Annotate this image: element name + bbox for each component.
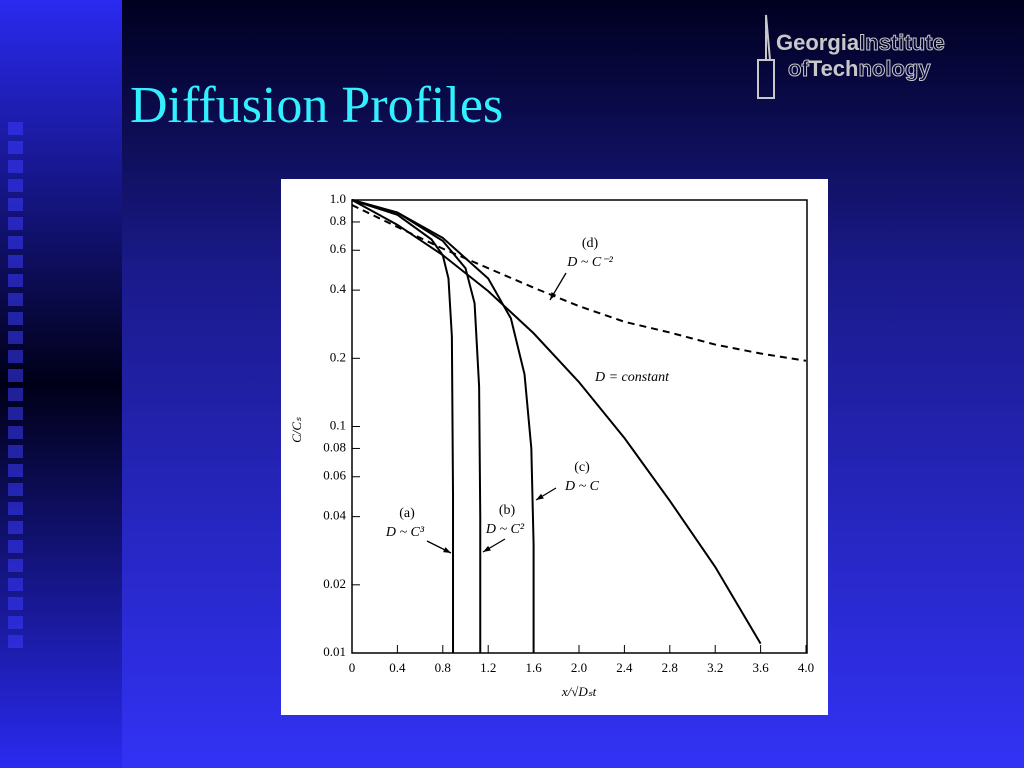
y-tick-label: 0.08	[323, 439, 346, 454]
decoration-square	[8, 616, 23, 629]
y-axis-label: C/Cₛ	[289, 417, 304, 443]
annotation-text: D ~ C	[564, 479, 600, 494]
decoration-square	[8, 350, 23, 363]
logo-tower	[757, 14, 775, 99]
decoration-square	[8, 597, 23, 610]
decoration-square	[8, 198, 23, 211]
x-tick-label: 2.4	[616, 660, 633, 675]
chart-panel	[281, 179, 828, 715]
decoration-square	[8, 426, 23, 439]
x-tick-label: 1.6	[525, 660, 542, 675]
logo-word: of	[788, 56, 809, 81]
decoration-square	[8, 540, 23, 553]
y-tick-label: 0.6	[330, 241, 347, 256]
decoration-square	[8, 502, 23, 515]
decoration-square	[8, 217, 23, 230]
decoration-square	[8, 635, 23, 648]
decoration-square	[8, 483, 23, 496]
chart: 1.0 0.8 0.6 0.4 0.2 0.1 0.08 0.06 0.04 0.02 0.010 0…	[289, 191, 814, 699]
y-tick-label: 0.1	[330, 417, 346, 432]
y-tick-label: 1.0	[330, 191, 346, 206]
decoration-square	[8, 445, 23, 458]
arrow-head	[550, 292, 557, 300]
y-tick-label: 0.06	[323, 468, 346, 483]
decoration-square	[8, 179, 23, 192]
decoration-square	[8, 388, 23, 401]
decoration-square	[8, 521, 23, 534]
y-tick-label: 0.02	[323, 576, 346, 591]
decoration-square	[8, 141, 23, 154]
annotation-text: D ~ C³	[385, 525, 425, 540]
decoration-square	[8, 312, 23, 325]
decoration-square	[8, 578, 23, 591]
annotation-label: (d)	[582, 236, 599, 251]
decoration-square	[8, 331, 23, 344]
y-tick-label: 0.04	[323, 508, 346, 523]
logo: GeorgiaInstitute ofTechnology	[757, 14, 945, 99]
data-line	[351, 199, 762, 645]
logo-word: Institute	[859, 30, 945, 55]
annotation-label: (a)	[399, 506, 415, 521]
logo-word: Georgia	[776, 30, 860, 55]
annotation-text: D = constant	[594, 370, 670, 385]
x-axis-label: x/√Dₛt	[561, 684, 597, 699]
annotation-label: (c)	[574, 460, 590, 475]
decoration-square	[8, 122, 23, 135]
x-tick-label: 3.6	[752, 660, 769, 675]
logo-text: ofTechnology	[788, 56, 931, 81]
y-tick-label: 0.8	[330, 213, 346, 228]
annotation-label: (b)	[499, 503, 516, 518]
data-line	[351, 199, 455, 653]
logo-text: GeorgiaInstitute	[776, 30, 945, 55]
logo-word: nology	[858, 56, 931, 81]
side-strip	[0, 0, 122, 768]
x-tick-label: 4.0	[798, 660, 814, 675]
y-tick-label: 0.4	[330, 281, 347, 296]
data-line	[351, 199, 535, 653]
decoration-square	[8, 160, 23, 173]
decoration-square	[8, 236, 23, 249]
arrow-head	[483, 545, 491, 552]
slide-title: Diffusion Profiles	[130, 77, 503, 134]
decoration-square	[8, 464, 23, 477]
x-tick-label: 3.2	[707, 660, 723, 675]
x-tick-label: 2.8	[662, 660, 678, 675]
decoration-square	[8, 559, 23, 572]
annotation-text: D ~ C⁻²	[566, 255, 613, 270]
decoration-square	[8, 293, 23, 306]
decoration-square	[8, 274, 23, 287]
x-tick-label: 1.2	[480, 660, 496, 675]
x-tick-label: 0	[349, 660, 356, 675]
y-tick-label: 0.01	[323, 644, 346, 659]
x-tick-label: 2.0	[571, 660, 587, 675]
arrow-head	[536, 493, 544, 500]
x-tick-label: 0.4	[389, 660, 406, 675]
decoration-square	[8, 255, 23, 268]
annotation-text: D ~ C²	[485, 522, 525, 537]
logo-word: Tech	[809, 56, 859, 81]
decoration-square	[8, 369, 23, 382]
x-tick-label: 0.8	[435, 660, 451, 675]
arrow-head	[443, 547, 451, 553]
y-tick-label: 0.2	[330, 349, 346, 364]
decoration-square	[8, 407, 23, 420]
decoration	[8, 122, 23, 648]
